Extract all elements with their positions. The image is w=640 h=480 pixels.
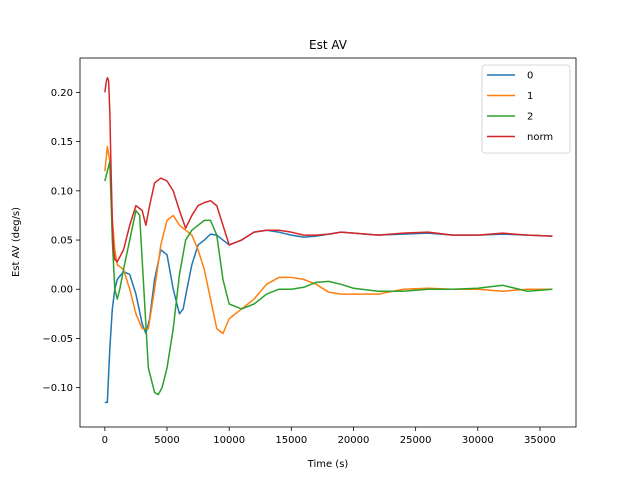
legend-items: 0 1 2 norm <box>487 71 553 143</box>
x-tick-label: 20000 <box>338 435 370 446</box>
series-line-norm <box>104 76 553 263</box>
series-lines <box>104 76 553 404</box>
y-tick-label: −0.05 <box>42 334 73 345</box>
y-tick-label: 0.00 <box>51 285 73 296</box>
y-tick-label: −0.10 <box>42 383 73 394</box>
plot-area <box>79 57 577 428</box>
series-line-2 <box>104 160 553 396</box>
legend-label-2: 2 <box>527 112 533 123</box>
y-tick-label: 0.10 <box>51 186 73 197</box>
x-tick-label: 15000 <box>275 435 307 446</box>
legend-label-0: 0 <box>527 71 533 82</box>
x-tick-label: 5000 <box>154 435 179 446</box>
legend-label-norm: norm <box>527 132 553 143</box>
y-axis: −0.10 −0.05 0.00 0.05 0.10 0.15 0.20 <box>42 88 80 394</box>
y-tick-label: 0.15 <box>51 137 73 148</box>
legend: 0 1 2 norm <box>481 64 571 154</box>
x-tick-label: 25000 <box>400 435 432 446</box>
chart-title: Est AV <box>309 38 348 52</box>
x-tick-label: 35000 <box>524 435 556 446</box>
y-axis-title: Est AV (deg/s) <box>11 207 22 277</box>
x-axis: 0 5000 10000 15000 20000 25000 30000 35000 <box>102 427 556 446</box>
axes-frame <box>79 57 577 428</box>
y-tick-label: 0.20 <box>51 88 73 99</box>
y-tick-label: 0.05 <box>51 236 73 247</box>
x-axis-title: Time (s) <box>307 459 349 470</box>
x-tick-label: 30000 <box>462 435 494 446</box>
legend-label-1: 1 <box>527 91 533 102</box>
x-tick-label: 10000 <box>213 435 245 446</box>
series-line-1 <box>104 145 553 335</box>
x-tick-label: 0 <box>102 435 108 446</box>
legend-box <box>481 64 571 154</box>
